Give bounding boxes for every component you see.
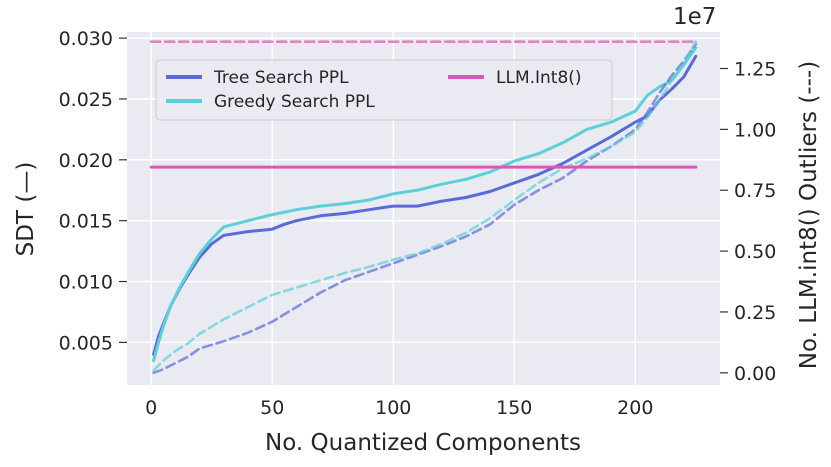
y-tick-label: 0.005: [59, 332, 113, 354]
x-tick-label: 0: [145, 397, 157, 419]
series-layer: [149, 40, 698, 375]
y2-tick-label: 0.00: [734, 363, 776, 385]
y2-tick-label: 1.00: [734, 119, 776, 141]
y2-axis-title: No. LLM.int8() Outliers (---): [796, 61, 822, 369]
x-tick-label: 150: [496, 397, 532, 419]
legend-label-greedy: Greedy Search PPL: [214, 92, 375, 112]
x-tick-label: 200: [617, 397, 653, 419]
y-ticks: 0.005 0.010 0.015 0.020 0.025 0.030: [59, 28, 127, 354]
legend-label-tree: Tree Search PPL: [213, 68, 349, 88]
x-tick-label: 50: [260, 397, 284, 419]
x-axis-title: No. Quantized Components: [265, 430, 581, 456]
x-tick-label: 100: [375, 397, 411, 419]
y2-tick-label: 0.25: [734, 302, 776, 324]
y2-tick-label: 0.75: [734, 180, 776, 202]
y-tick-label: 0.025: [59, 89, 113, 111]
legend-label-int8: LLM.Int8(): [496, 68, 582, 88]
series-line-1-left-solid: [152, 46, 698, 363]
y-tick-label: 0.020: [59, 150, 113, 172]
y-tick-label: 0.010: [59, 272, 113, 294]
y2-ticks: 0.00 0.25 0.50 0.75 1.00 1.25: [720, 59, 776, 385]
y2-tick-label: 1.25: [734, 59, 776, 81]
y-tick-label: 0.015: [59, 211, 113, 233]
series-line-3-right-dashed: [152, 40, 698, 372]
legend-box: [155, 59, 613, 121]
y-axis-title: SDT (—): [13, 162, 39, 257]
y2-multiplier: 1e7: [673, 4, 716, 30]
y-tick-label: 0.030: [59, 28, 113, 50]
y2-tick-label: 0.50: [734, 241, 776, 263]
legend: Tree Search PPL Greedy Search PPL LLM.In…: [155, 59, 613, 121]
x-ticks: 0 50 100 150 200: [145, 397, 653, 419]
series-line-2-right-dashed: [152, 42, 698, 375]
